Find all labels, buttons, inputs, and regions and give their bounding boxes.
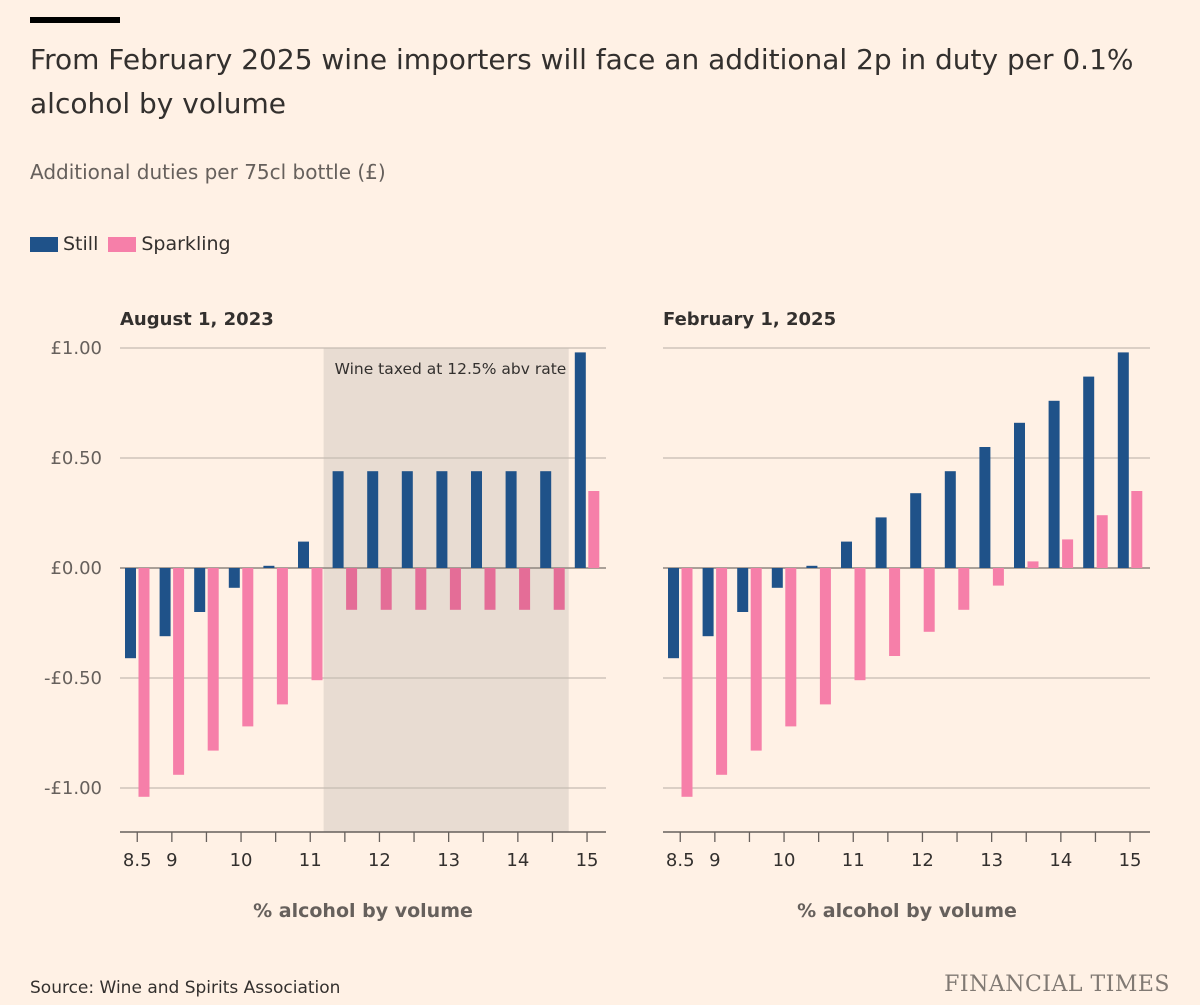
bar-still <box>979 447 991 568</box>
x-tick-label: 11 <box>842 850 865 871</box>
bar-still <box>298 541 309 568</box>
bar-still <box>471 471 482 568</box>
bar-sparkling <box>716 568 728 775</box>
bar-sparkling <box>958 568 970 610</box>
bar-still <box>228 568 240 588</box>
x-tick-label: 9 <box>166 850 177 871</box>
bar-sparkling <box>449 568 461 610</box>
x-tick-label: 8.5 <box>666 850 695 871</box>
bar-sparkling <box>415 568 427 610</box>
x-tick-label: 14 <box>506 850 529 871</box>
chart-february-2025: February 1, 2025 8.5 9 10 11 12 13 14 15 % alcoho… <box>663 309 1150 922</box>
x-axis-label: % alcohol by volume <box>797 900 1017 922</box>
bar-still <box>737 568 749 612</box>
panel-title: August 1, 2023 <box>120 309 274 330</box>
x-tick-label: 14 <box>1049 850 1072 871</box>
bar-still <box>910 493 922 568</box>
chart-subtitle: Additional duties per 75cl bottle (£) <box>30 160 386 184</box>
bar-still <box>159 568 171 637</box>
bar-sparkling <box>819 568 831 705</box>
x-tick-label: 8.5 <box>123 850 152 871</box>
bar-still <box>125 568 136 659</box>
top-accent-bar <box>30 17 120 23</box>
highlight-annotation: Wine taxed at 12.5% abv rate <box>335 360 567 378</box>
bar-still <box>875 517 887 568</box>
x-tick-label: 12 <box>911 850 934 871</box>
x-tick-label: 11 <box>299 850 322 871</box>
bar-sparkling <box>242 568 254 727</box>
bar-sparkling <box>750 568 762 751</box>
bar-sparkling <box>1027 561 1039 568</box>
bar-still <box>668 568 679 659</box>
legend: Still Sparkling <box>30 233 241 255</box>
x-tick-label: 13 <box>980 850 1003 871</box>
bar-sparkling <box>588 491 600 568</box>
x-tick-label: 12 <box>368 850 391 871</box>
panel-title: February 1, 2025 <box>663 309 836 330</box>
bar-sparkling <box>553 568 565 610</box>
bar-still <box>401 471 413 568</box>
bar-still <box>841 541 852 568</box>
bar-still <box>194 568 206 612</box>
bar-sparkling <box>519 568 531 610</box>
x-tick-label: 10 <box>230 850 253 871</box>
x-tick-label: 9 <box>709 850 720 871</box>
bar-still <box>1083 376 1095 568</box>
x-tick-label: 13 <box>437 850 460 871</box>
bar-sparkling <box>380 568 392 610</box>
bar-sparkling <box>681 568 693 797</box>
legend-swatch-sparkling <box>108 236 137 252</box>
bar-sparkling <box>484 568 496 610</box>
highlight-band <box>323 348 569 832</box>
bar-still <box>771 568 783 588</box>
legend-item-sparkling: Sparkling <box>108 233 231 255</box>
bar-sparkling <box>1131 491 1143 568</box>
legend-item-still: Still <box>30 233 98 255</box>
bar-still <box>574 352 586 568</box>
bar-sparkling <box>785 568 797 727</box>
legend-swatch-still <box>30 236 58 252</box>
bar-still <box>263 565 275 568</box>
bar-sparkling <box>138 568 150 797</box>
bar-still <box>1117 352 1129 568</box>
bar-sparkling <box>923 568 935 632</box>
y-tick-label: -£0.50 <box>44 668 102 689</box>
bar-sparkling <box>854 568 866 681</box>
chart-august-2023: August 1, 2023 Wine taxed at 12.5% abv ra… <box>44 309 606 922</box>
bar-sparkling <box>346 568 358 610</box>
bar-still <box>944 471 956 568</box>
source-note: Source: Wine and Spirits Association <box>30 978 341 998</box>
bar-still <box>540 471 552 568</box>
legend-label-sparkling: Sparkling <box>141 233 231 255</box>
y-tick-label: £0.00 <box>50 558 102 579</box>
chart-title: From February 2025 wine importers will f… <box>30 43 1134 120</box>
legend-label-still: Still <box>63 233 99 255</box>
bar-still <box>505 471 517 568</box>
bar-sparkling <box>276 568 288 705</box>
bar-sparkling <box>1096 515 1108 568</box>
bar-sparkling <box>207 568 219 751</box>
bar-still <box>1014 422 1025 568</box>
bar-sparkling <box>889 568 901 656</box>
bar-still <box>436 471 448 568</box>
bar-sparkling <box>992 568 1004 586</box>
bar-sparkling <box>311 568 323 681</box>
bar-sparkling <box>173 568 185 775</box>
bar-sparkling <box>1062 539 1074 568</box>
y-tick-label: £1.00 <box>50 338 102 359</box>
bar-still <box>806 565 818 568</box>
bar-still <box>332 471 344 568</box>
bar-still <box>367 471 379 568</box>
x-tick-label: 15 <box>576 850 599 871</box>
x-tick-label: 10 <box>773 850 796 871</box>
x-tick-label: 15 <box>1119 850 1142 871</box>
ft-logo: FINANCIAL TIMES <box>944 972 1170 997</box>
bar-still <box>702 568 714 637</box>
y-tick-label: -£1.00 <box>44 778 102 799</box>
bar-still <box>1048 400 1060 568</box>
y-tick-label: £0.50 <box>50 448 102 469</box>
x-axis-label: % alcohol by volume <box>253 900 473 922</box>
